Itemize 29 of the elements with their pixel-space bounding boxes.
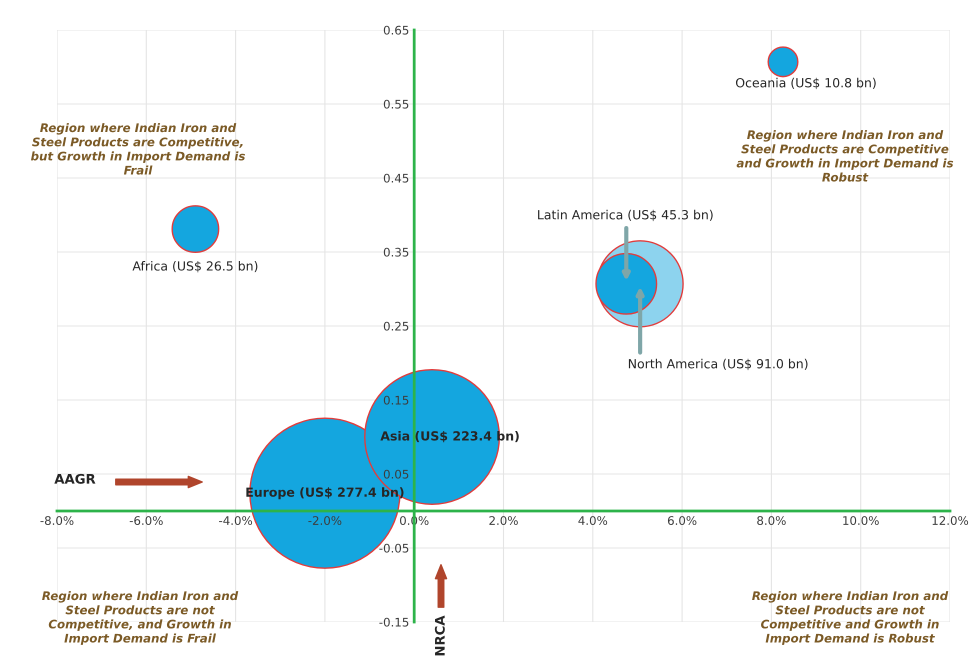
y-tick-label: -0.05	[379, 544, 408, 553]
text: North America (US$ 91.0 bn)	[628, 358, 808, 370]
annotation: Region where Indian Iron and Steel Products are Competitive and Growth in Import Demand is Robust	[736, 130, 954, 182]
y-tick-label: 0.25	[384, 322, 408, 331]
y-tick-label: 0.05	[384, 470, 408, 479]
x-tick-label: 12.0%	[932, 516, 968, 525]
annotation: Region where Indian Iron and Steel Products are not Competitive and Growth in Import Demand is Robust	[752, 591, 948, 645]
x-tick-label: -2.0%	[308, 516, 342, 525]
y-tick-label: 0.35	[384, 248, 408, 257]
x-axis-title: AAGR	[54, 474, 96, 484]
x-tick-label: -4.0%	[219, 516, 252, 525]
series-label: Africa (US$ 26.5 bn)	[132, 261, 258, 272]
y-tick-label: 0.55	[384, 100, 408, 109]
x-tick-label: -8.0%	[40, 516, 74, 525]
annotation: Region where Indian Iron and Steel Products are not Competitive, and Growth in Import Demand is Frail	[42, 591, 238, 645]
x-tick-label: 6.0%	[668, 516, 696, 525]
x-tick-label: 4.0%	[578, 516, 608, 525]
y-tick-label: 0.45	[384, 174, 408, 183]
y-tick-label: 0.65	[384, 26, 408, 35]
annotation: Region where Indian Iron and Steel Products are Competitive, but Growth in Import Demand is Frail	[30, 123, 245, 175]
x-tick-label: 10.0%	[843, 516, 879, 525]
y-tick-label: 0.15	[384, 396, 408, 405]
text: Latin America (US$ 45.3 bn)	[538, 210, 713, 222]
x-tick-label: 8.0%	[757, 516, 786, 525]
x-tick-label: 2.0%	[489, 516, 518, 525]
x-tick-label: -6.0%	[130, 516, 163, 525]
series-label: Oceania (US$ 10.8 bn)	[736, 78, 876, 90]
y-axis-title: NRCA	[434, 616, 445, 656]
y-tick-label: -0.15	[379, 618, 408, 627]
